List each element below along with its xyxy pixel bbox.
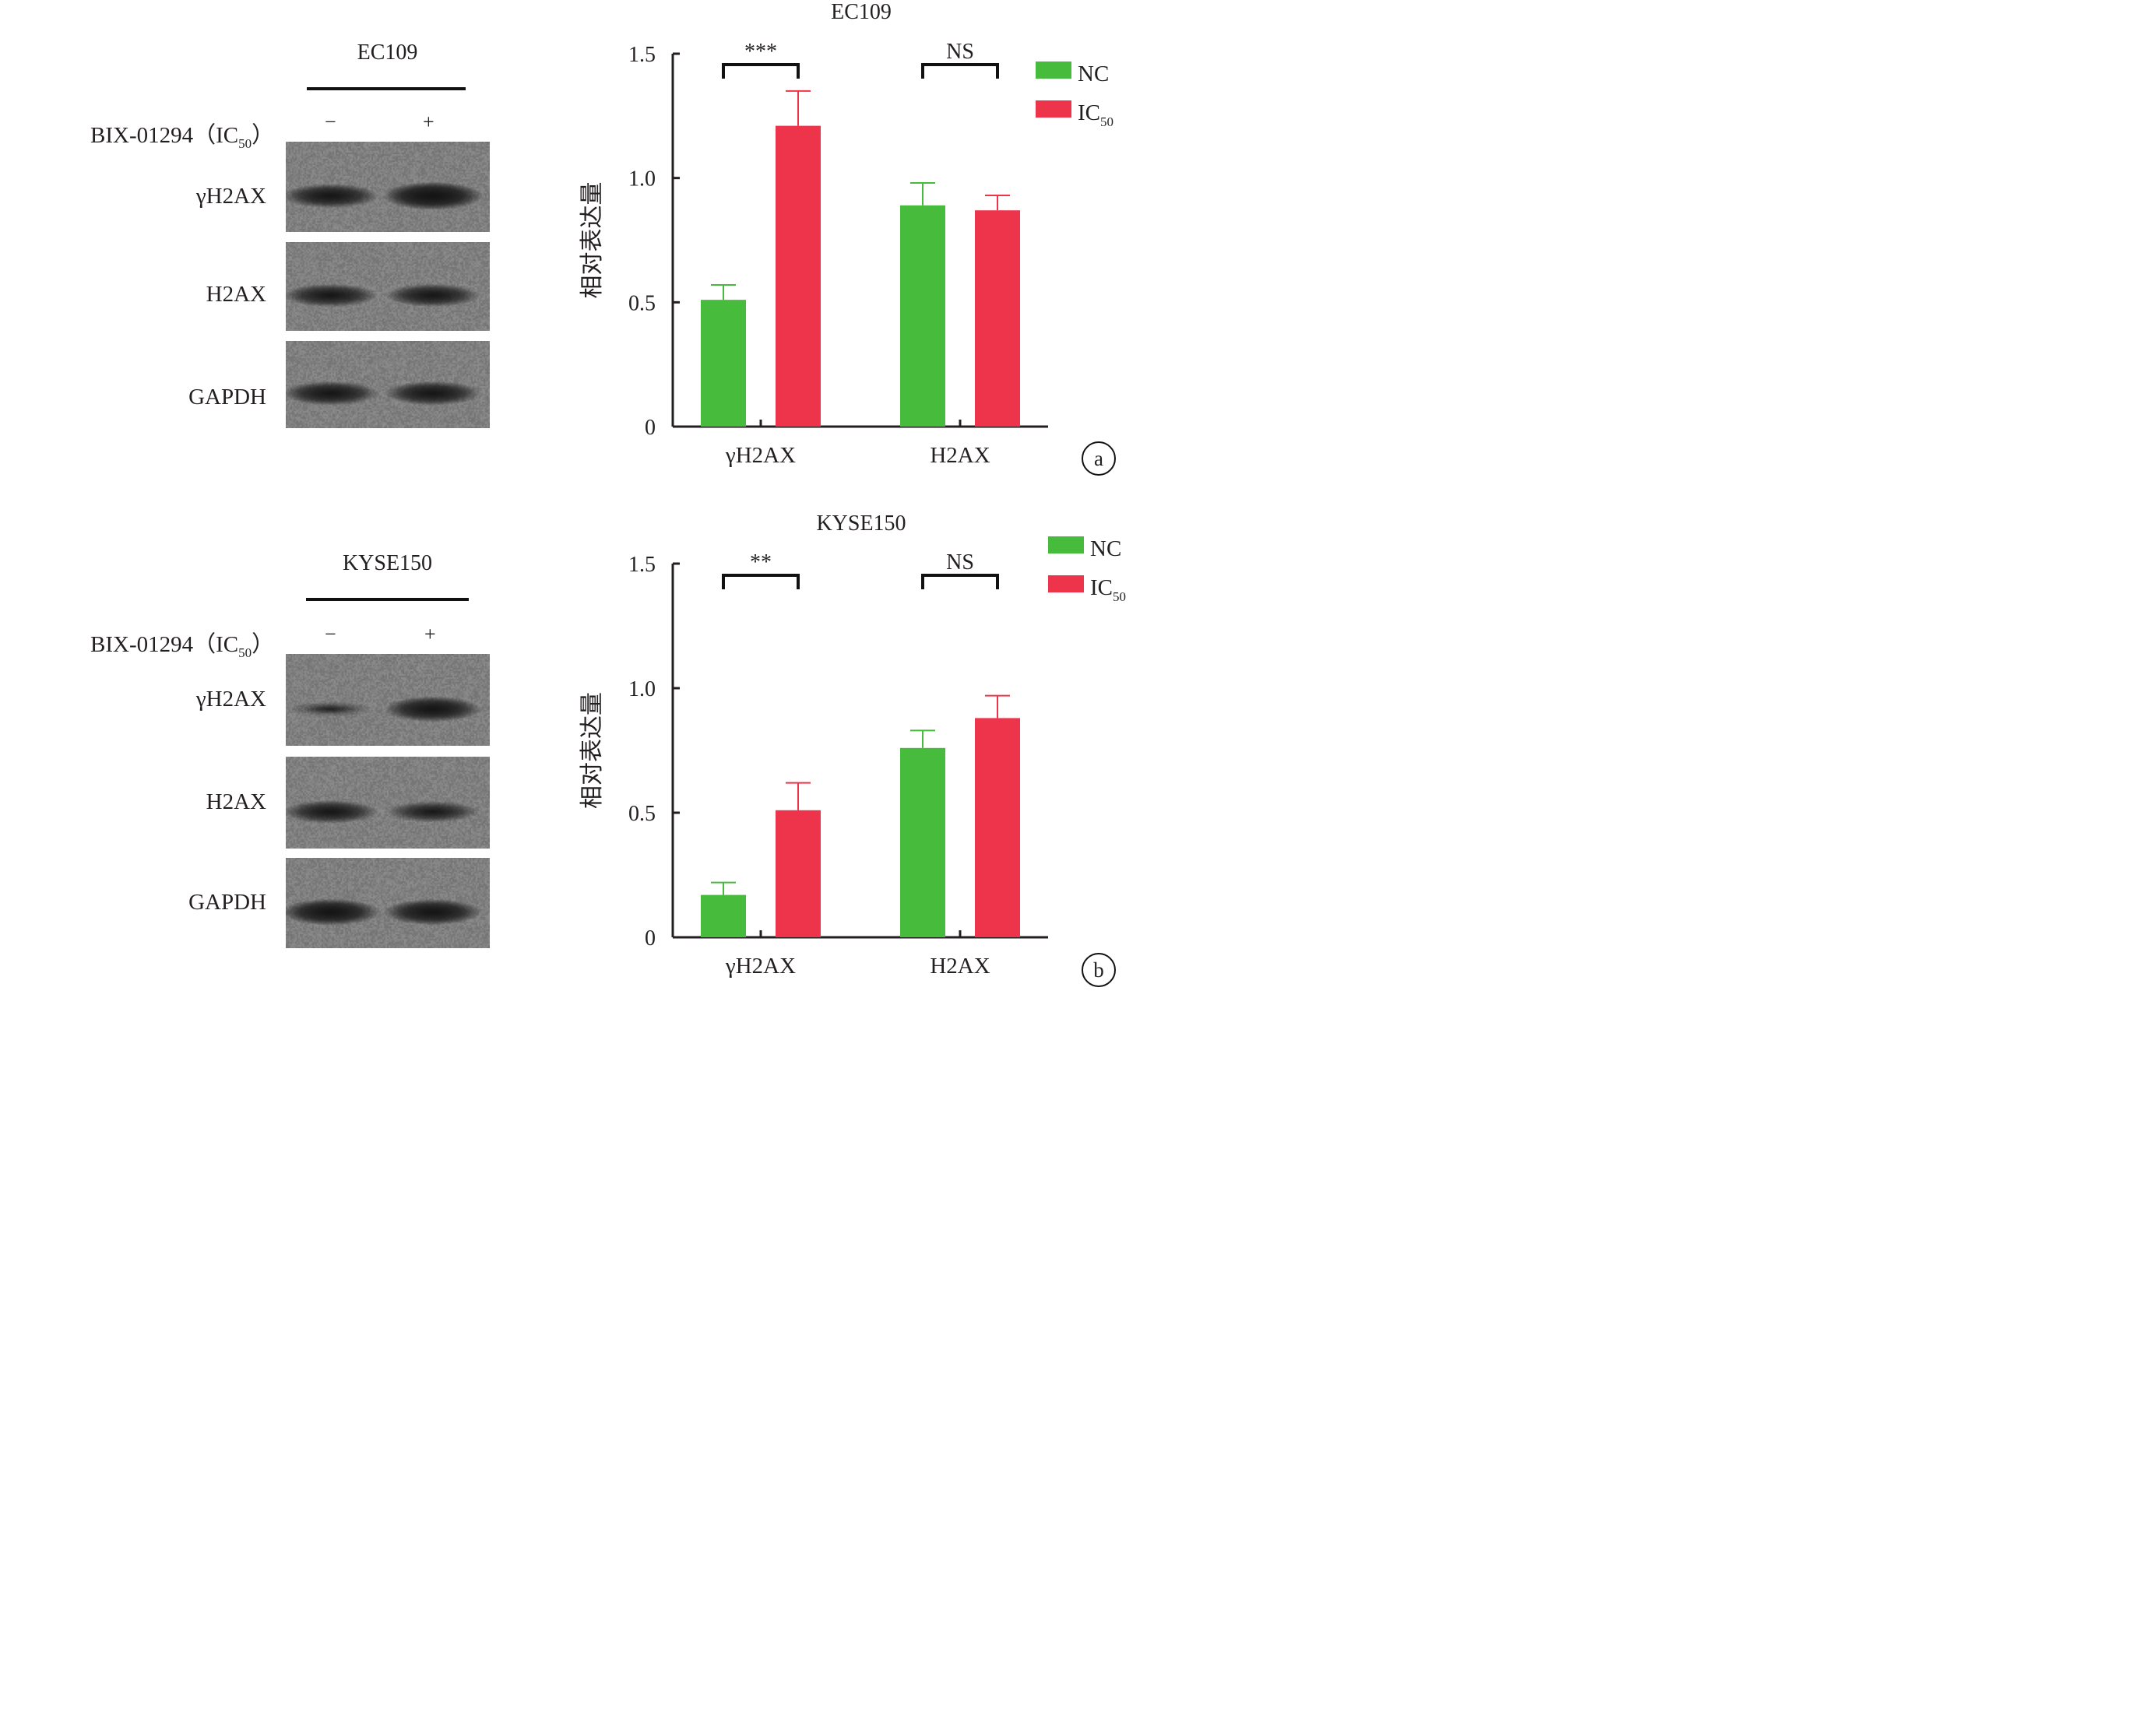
panel-letter-circle bbox=[1082, 953, 1116, 987]
lane-sign-minus: − bbox=[325, 111, 336, 133]
significance-label: NS bbox=[946, 40, 974, 64]
significance-label: NS bbox=[946, 550, 974, 575]
y-tick-label: 1.5 bbox=[628, 553, 656, 577]
blot-strip bbox=[286, 341, 490, 428]
y-tick-label: 1.0 bbox=[628, 677, 656, 701]
y-tick-label: 0 bbox=[645, 926, 656, 951]
bar-chart-a: EC109 0 0.5 1.0 1.5 相对表达量 γH2AX *** H2AX NS NC IC50… bbox=[579, 0, 1116, 476]
chart-title: EC109 bbox=[831, 0, 892, 24]
bar bbox=[701, 300, 746, 427]
significance-bracket bbox=[921, 63, 999, 79]
x-tick-label: H2AX bbox=[930, 443, 990, 468]
bar bbox=[975, 210, 1020, 427]
legend-swatch bbox=[1048, 536, 1084, 553]
blot-strip bbox=[286, 242, 490, 331]
blot-strip bbox=[286, 757, 490, 849]
treatment-suffix: ） bbox=[252, 123, 275, 148]
treatment-prefix: BIX-01294（IC bbox=[90, 123, 239, 148]
panel-letter-circle bbox=[1082, 441, 1116, 476]
legend-swatch bbox=[1036, 100, 1071, 118]
bar bbox=[900, 747, 945, 937]
blot-label: γH2AX bbox=[195, 184, 266, 209]
significance-bracket bbox=[722, 574, 800, 589]
y-tick-label: 0.5 bbox=[628, 291, 656, 315]
blot-strip bbox=[286, 142, 490, 232]
significance-bracket bbox=[722, 63, 800, 79]
y-axis-label: 相对表达量 bbox=[579, 692, 606, 809]
lane-sign-plus: + bbox=[423, 111, 434, 133]
treatment-label: BIX-01294（IC50） bbox=[90, 626, 274, 661]
y-tick-label: 0 bbox=[645, 416, 656, 440]
blot-cell-line-title: EC109 bbox=[357, 40, 418, 65]
treatment-prefix: BIX-01294（IC bbox=[90, 632, 239, 657]
lane-sign-minus: − bbox=[325, 623, 336, 645]
cell-line-bar bbox=[307, 87, 466, 90]
bar bbox=[776, 810, 821, 937]
x-tick-label: γH2AX bbox=[725, 443, 796, 468]
significance-label: *** bbox=[744, 40, 777, 64]
x-tick-label: γH2AX bbox=[725, 954, 796, 979]
blot-strip bbox=[286, 858, 490, 948]
cell-line-bar bbox=[306, 598, 469, 601]
legend-label: NC bbox=[1090, 536, 1121, 561]
bar-chart-b: KYSE150 0 0.5 1.0 1.5 相对表达量 γH2AX ** H2AX NS NC IC5… bbox=[579, 511, 1126, 987]
panel-letter: a bbox=[1094, 447, 1103, 470]
y-axis-label: 相对表达量 bbox=[579, 182, 606, 299]
bar bbox=[701, 894, 746, 937]
x-tick-label: H2AX bbox=[930, 954, 990, 979]
blot-strip bbox=[286, 654, 490, 746]
blot-label: GAPDH bbox=[188, 385, 266, 409]
y-tick-label: 0.5 bbox=[628, 802, 656, 826]
blot-label: H2AX bbox=[206, 789, 266, 814]
legend-swatch bbox=[1036, 61, 1071, 79]
y-tick-label: 1.0 bbox=[628, 167, 656, 192]
treatment-label: BIX-01294（IC50） bbox=[90, 117, 274, 152]
treatment-subscript: 50 bbox=[238, 645, 252, 660]
blot-cell-line-title: KYSE150 bbox=[342, 551, 433, 575]
bar bbox=[900, 205, 945, 427]
treatment-suffix: ） bbox=[252, 632, 275, 657]
treatment-subscript: 50 bbox=[238, 135, 252, 151]
chart-title: KYSE150 bbox=[816, 511, 906, 536]
blot-label: GAPDH bbox=[188, 890, 266, 915]
legend-label: IC50 bbox=[1078, 100, 1113, 129]
blot-label: γH2AX bbox=[195, 687, 266, 712]
panel-letter: b bbox=[1093, 958, 1104, 982]
y-tick-label: 1.5 bbox=[628, 43, 656, 67]
legend-label: NC bbox=[1078, 61, 1109, 86]
blot-label: H2AX bbox=[206, 282, 266, 307]
significance-label: ** bbox=[750, 550, 772, 575]
legend-swatch bbox=[1048, 575, 1084, 592]
legend-label: IC50 bbox=[1090, 575, 1126, 604]
lane-sign-plus: + bbox=[424, 623, 436, 645]
bar bbox=[975, 718, 1020, 937]
significance-bracket bbox=[921, 574, 999, 589]
bar bbox=[776, 125, 821, 427]
